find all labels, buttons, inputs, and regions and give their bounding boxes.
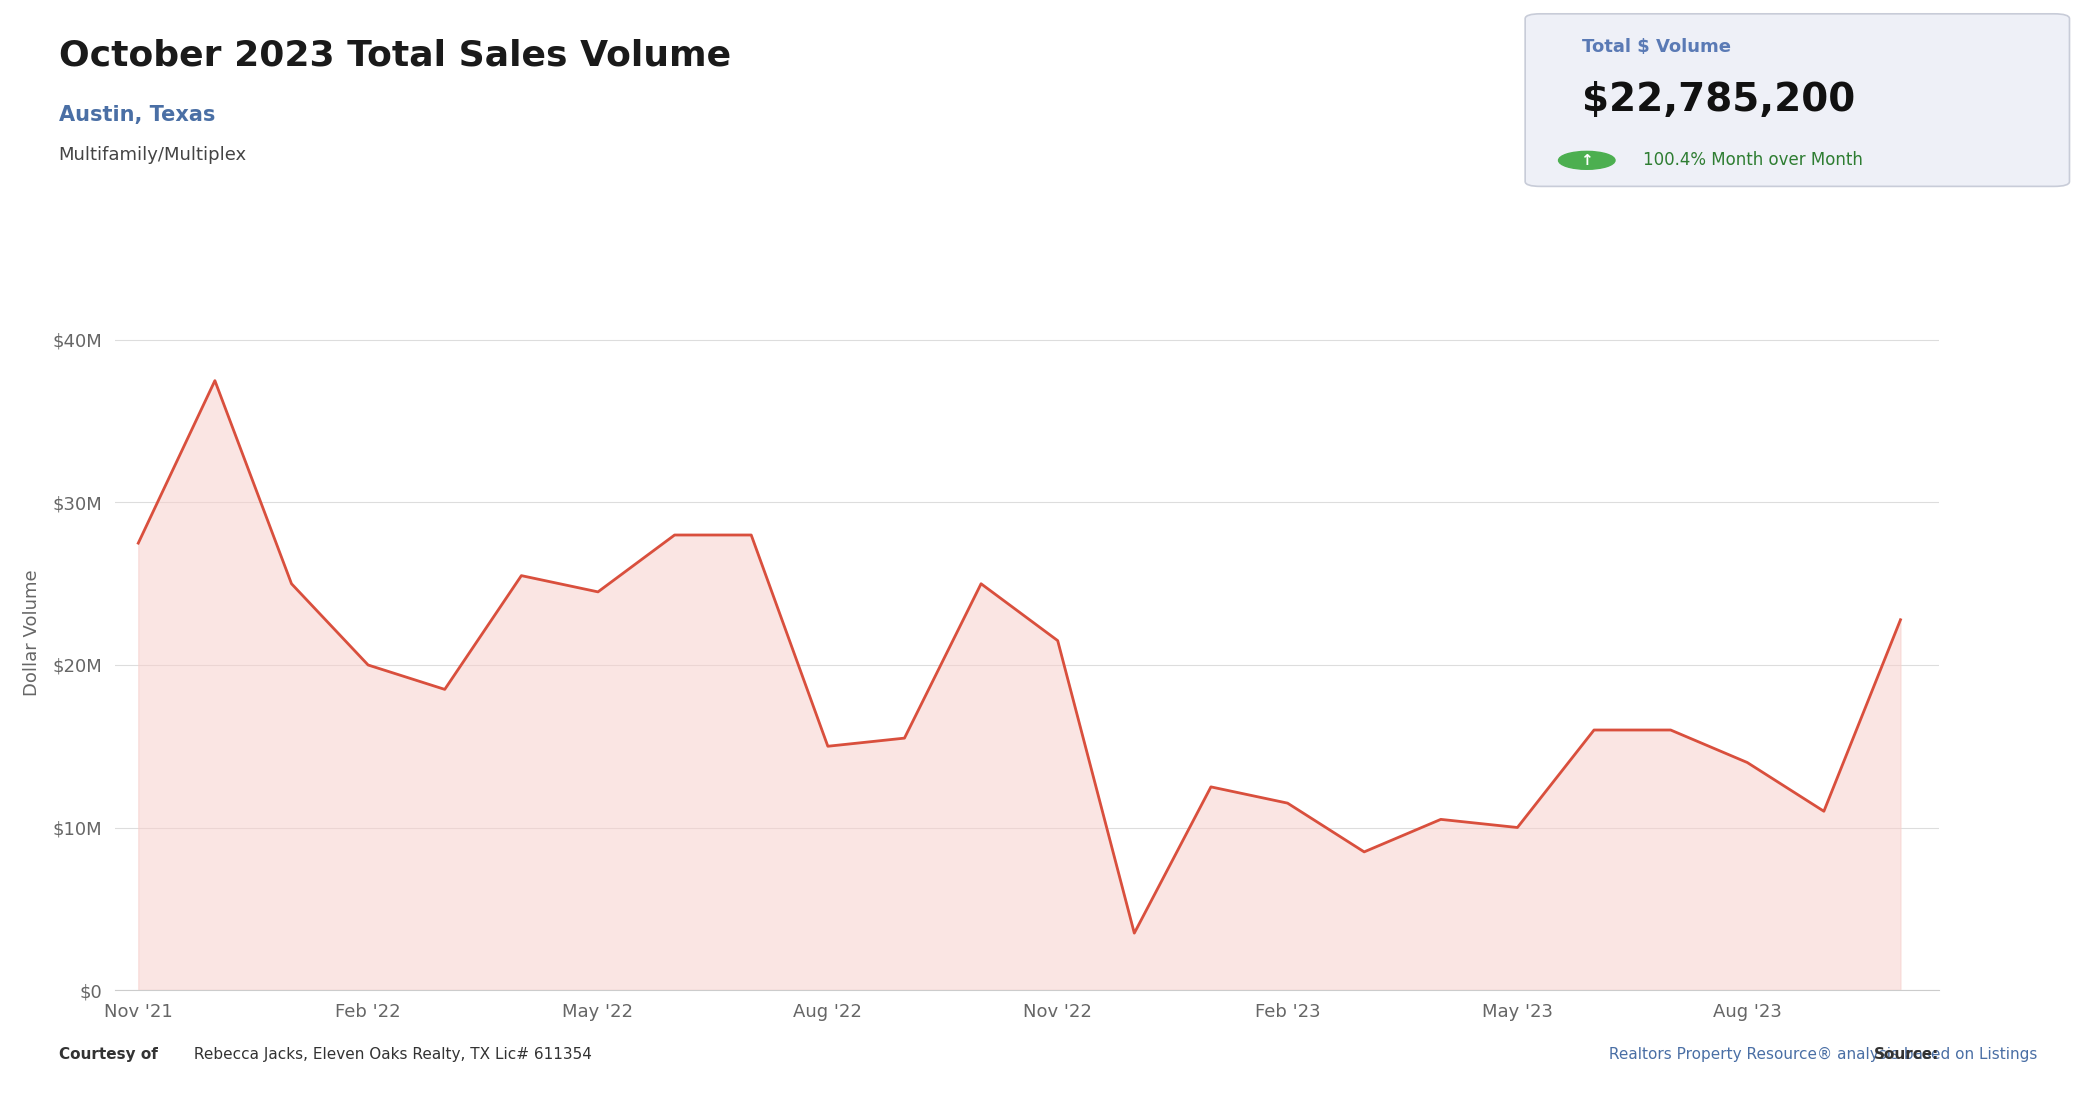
Text: Multifamily/Multiplex: Multifamily/Multiplex <box>59 146 247 164</box>
Text: Source:: Source: <box>1874 1047 1939 1063</box>
Text: Austin, Texas: Austin, Texas <box>59 104 216 124</box>
Text: ↑: ↑ <box>1580 153 1593 168</box>
Text: Rebecca Jacks, Eleven Oaks Realty, TX Lic# 611354: Rebecca Jacks, Eleven Oaks Realty, TX Li… <box>189 1047 591 1063</box>
Text: 100.4% Month over Month: 100.4% Month over Month <box>1643 152 1863 169</box>
Circle shape <box>1559 152 1616 169</box>
Text: $22,785,200: $22,785,200 <box>1582 80 1855 119</box>
Text: Total $ Volume: Total $ Volume <box>1582 39 1731 56</box>
FancyBboxPatch shape <box>1526 14 2069 186</box>
Text: October 2023 Total Sales Volume: October 2023 Total Sales Volume <box>59 39 732 73</box>
Text: Realtors Property Resource® analysis based on Listings: Realtors Property Resource® analysis bas… <box>1603 1047 2037 1063</box>
Text: Courtesy of: Courtesy of <box>59 1047 157 1063</box>
Y-axis label: Dollar Volume: Dollar Volume <box>23 569 42 696</box>
